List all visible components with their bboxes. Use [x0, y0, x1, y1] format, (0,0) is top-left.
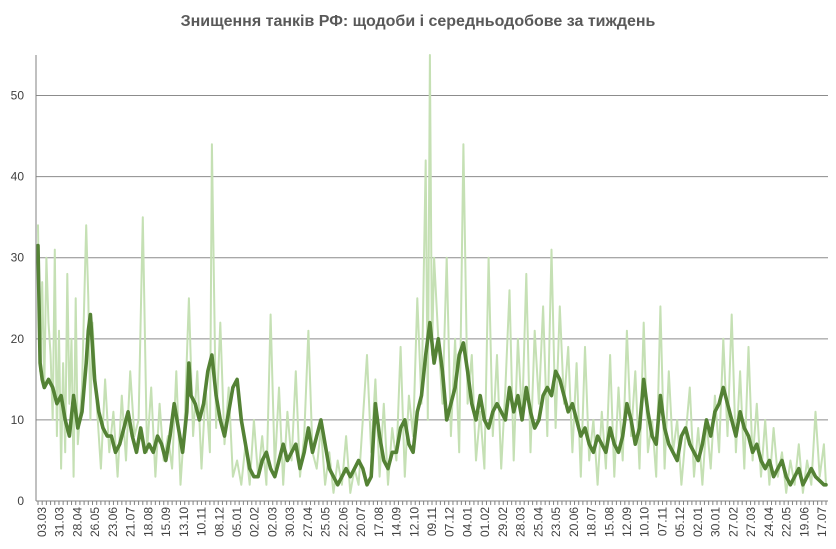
x-tick-label: 05.12: [673, 507, 687, 537]
x-tick-label: 27.04: [301, 507, 315, 537]
x-tick-label: 25.04: [531, 507, 545, 537]
x-tick-label: 08.12: [212, 507, 226, 537]
x-tick-label: 30.03: [283, 507, 297, 537]
series-group: [36, 54, 828, 494]
x-tick-label: 29.02: [496, 507, 510, 537]
chart-title: Знищення танків РФ: щодоби і середньодоб…: [180, 13, 656, 30]
series-line-weekly-average: [36, 243, 828, 487]
x-tick-label: 17.08: [372, 507, 386, 537]
y-tick-label: 0: [17, 494, 24, 508]
x-tick-label: 20.06: [567, 507, 581, 537]
y-tick-label: 30: [11, 251, 25, 265]
x-tick-label: 31.03: [53, 507, 67, 537]
x-tick-label: 19.06: [797, 507, 811, 537]
x-tick-label: 03.03: [35, 507, 49, 537]
x-tick-label: 28.04: [71, 507, 85, 537]
x-tick-label: 24.04: [762, 507, 776, 537]
x-tick-label: 27.03: [744, 507, 758, 537]
x-tick-label: 09.11: [425, 507, 439, 536]
x-tick-label: 04.01: [461, 507, 475, 537]
x-tick-label: 02.03: [266, 507, 280, 537]
y-tick-label: 10: [11, 413, 25, 427]
x-tick-label: 23.06: [106, 507, 120, 537]
x-tick-label: 01.02: [478, 507, 492, 537]
x-tick-label: 15.08: [602, 507, 616, 537]
x-tick-label: 22.06: [336, 507, 350, 537]
x-tick-label: 15.09: [159, 507, 173, 537]
x-tick-label: 02.01: [691, 507, 705, 537]
x-tick-label: 13.10: [177, 507, 191, 537]
x-tick-label: 02.02: [248, 507, 262, 537]
x-tick-label: 25.05: [319, 507, 333, 537]
x-tick-label: 17.07: [815, 507, 829, 537]
x-tick-label: 23.05: [549, 507, 563, 537]
x-tick-label: 30.01: [709, 507, 723, 537]
x-tick-label: 21.07: [124, 507, 138, 537]
y-tick-labels: 0 10 20 30 40 50: [11, 89, 25, 508]
x-tick-label: 07.11: [656, 507, 670, 536]
x-tick-label: 07.12: [443, 507, 457, 537]
x-tick-label: 18.07: [585, 507, 599, 537]
x-tick-label: 05.01: [230, 507, 244, 537]
x-tick-label: 18.08: [141, 507, 155, 537]
y-tick-label: 20: [11, 332, 25, 346]
x-tick-label: 20.07: [354, 507, 368, 537]
x-tick-labels: 03.03 31.03 28.04 26.05 23.06 21.07 18.08 15.09…: [35, 507, 829, 537]
x-tick-label: 12.10: [407, 507, 421, 537]
axes: [35, 55, 828, 505]
y-tick-label: 50: [11, 89, 25, 103]
x-tick-label: 10.10: [638, 507, 652, 537]
x-tick-label: 12.09: [620, 507, 634, 537]
x-tick-label: 22.05: [780, 507, 794, 537]
x-tick-label: 27.02: [726, 507, 740, 537]
x-tick-label: 10.11: [195, 507, 209, 536]
x-tick-label: 26.05: [88, 507, 102, 537]
y-tick-label: 40: [11, 170, 25, 184]
x-tick-label: 28.03: [514, 507, 528, 537]
x-tick-label: 14.09: [390, 507, 404, 537]
